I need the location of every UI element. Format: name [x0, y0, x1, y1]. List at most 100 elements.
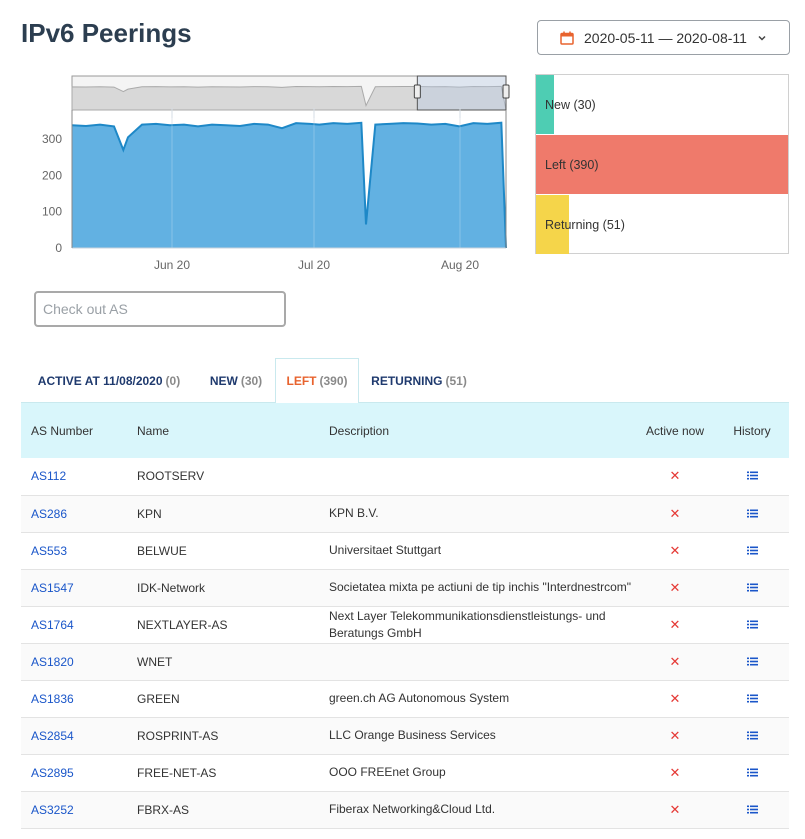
table-row: AS1836 GREEN green.ch AG Autonomous System…: [21, 680, 789, 717]
chevron-down-icon: [758, 35, 766, 41]
as-description: Universitaet Stuttgart: [329, 543, 442, 557]
tab-returning-label: RETURNING: [371, 373, 443, 388]
active-now-cell: ✕: [635, 643, 715, 680]
as-description: LLC Orange Business Services: [329, 728, 496, 742]
as-description: Fiberax Networking&Cloud Ltd.: [329, 802, 496, 816]
history-list-icon[interactable]: [746, 546, 758, 555]
active-now-cell: ✕: [635, 532, 715, 569]
col-as-number[interactable]: AS Number: [31, 423, 94, 438]
legend-returning-swatch: [536, 195, 569, 254]
tab-left-label: LEFT: [286, 374, 317, 388]
history-list-icon[interactable]: [746, 471, 758, 480]
as-number-cell: AS1547: [21, 569, 137, 606]
as-name: ROSPRINT-AS: [137, 728, 219, 743]
area-series-line: [71, 121, 507, 249]
history-cell: [715, 532, 789, 569]
inactive-x-icon: ✕: [669, 764, 681, 780]
history-list-icon[interactable]: [746, 583, 758, 592]
as-name: BELWUE: [137, 543, 187, 558]
table-row: AS286 KPN KPN B.V. ✕: [21, 495, 789, 532]
table-row: AS2895 FREE-NET-AS OOO FREEnet Group ✕: [21, 754, 789, 791]
history-list-icon[interactable]: [746, 694, 758, 703]
as-number-link[interactable]: AS1820: [31, 654, 74, 669]
active-now-cell: ✕: [635, 569, 715, 606]
area-series: [72, 122, 506, 248]
date-range-text: 2020-05-11 — 2020-08-11: [584, 29, 747, 46]
as-number-link[interactable]: AS2854: [31, 728, 74, 743]
as-description: Societatea mixta pe actiuni de tip inchi…: [329, 580, 632, 594]
date-range-picker[interactable]: 2020-05-11 — 2020-08-11: [537, 20, 790, 55]
inactive-x-icon: ✕: [669, 468, 681, 484]
col-active-now[interactable]: Active now: [645, 423, 705, 438]
inactive-x-icon: ✕: [669, 542, 681, 558]
as-number-link[interactable]: AS1764: [31, 617, 74, 632]
tab-active[interactable]: ACTIVE AT 11/08/2020 (0): [21, 358, 197, 403]
as-number-link[interactable]: AS286: [31, 506, 68, 521]
as-description: [329, 458, 635, 495]
col-name[interactable]: Name: [137, 423, 170, 438]
tab-returning[interactable]: RETURNING (51): [359, 358, 479, 403]
tab-returning-count: (51): [445, 373, 467, 388]
inactive-x-icon: ✕: [669, 727, 681, 743]
as-number-cell: AS1764: [21, 606, 137, 643]
table-row: AS1764 NEXTLAYER-AS Next Layer Telekommuni…: [21, 606, 789, 643]
peerings-table: AS Number Name Description Active now Hi…: [21, 403, 789, 829]
as-number-link[interactable]: AS3252: [31, 802, 74, 817]
history-cell: [715, 458, 789, 495]
history-list-icon[interactable]: [746, 768, 758, 777]
col-description[interactable]: Description: [329, 423, 390, 438]
as-number-cell: AS2895: [21, 754, 137, 791]
history-cell: [715, 717, 789, 754]
tab-active-count: (0): [165, 373, 181, 388]
as-number-link[interactable]: AS1547: [31, 580, 74, 595]
as-number-cell: AS112: [21, 458, 137, 495]
as-name: GREEN: [137, 691, 180, 706]
navigator-selection: [416, 75, 507, 111]
tab-left[interactable]: LEFT (390): [275, 358, 359, 404]
legend-returning[interactable]: Returning (51): [536, 195, 788, 254]
as-description: Next Layer Telekommunikationsdienstleist…: [329, 608, 606, 640]
as-name: ROOTSERV: [137, 469, 205, 484]
inactive-x-icon: ✕: [669, 616, 681, 632]
as-name: WNET: [137, 654, 173, 669]
active-now-cell: ✕: [635, 754, 715, 791]
history-list-icon[interactable]: [746, 620, 758, 629]
as-number-cell: AS286: [21, 495, 137, 532]
peering-tabs: ACTIVE AT 11/08/2020 (0) NEW (30) LEFT (390…: [21, 358, 789, 404]
chart-svg: Jun 20 Jul 20 Aug 20 0 100 200 300: [42, 75, 510, 272]
as-number-link[interactable]: AS112: [31, 469, 67, 484]
table-row: AS553 BELWUE Universitaet Stuttgart ✕: [21, 532, 789, 569]
history-list-icon[interactable]: [746, 805, 758, 814]
tab-new[interactable]: NEW (30): [197, 358, 275, 403]
as-name: FREE-NET-AS: [137, 765, 217, 780]
x-tick-label: Aug 20: [441, 258, 479, 272]
y-tick-label: 100: [42, 205, 62, 219]
as-number-link[interactable]: AS553: [31, 543, 68, 558]
history-list-icon[interactable]: [746, 731, 758, 740]
active-now-cell: ✕: [635, 495, 715, 532]
active-now-cell: ✕: [635, 458, 715, 495]
history-list-icon[interactable]: [746, 657, 758, 666]
as-number-cell: AS2854: [21, 717, 137, 754]
tab-new-label: NEW: [209, 373, 238, 388]
table-row: AS1547 IDK-Network Societatea mixta pe act…: [21, 569, 789, 606]
history-cell: [715, 569, 789, 606]
as-number-link[interactable]: AS2895: [31, 765, 74, 780]
legend-left[interactable]: Left (390): [536, 135, 788, 194]
as-number-cell: AS1836: [21, 680, 137, 717]
legend-new[interactable]: New (30): [536, 75, 788, 134]
table-row: AS1820 WNET ✕: [21, 643, 789, 680]
as-number-link[interactable]: AS1836: [31, 691, 74, 706]
table-row: AS3252 FBRX-AS Fiberax Networking&Cloud Lt…: [21, 791, 789, 828]
inactive-x-icon: ✕: [669, 801, 681, 817]
inactive-x-icon: ✕: [669, 579, 681, 595]
as-search-input[interactable]: [34, 291, 286, 327]
history-cell: [715, 495, 789, 532]
legend-new-swatch: [536, 75, 554, 134]
tab-left-count: (390): [319, 374, 348, 388]
history-list-icon[interactable]: [746, 509, 758, 518]
active-now-cell: ✕: [635, 680, 715, 717]
col-history[interactable]: History: [733, 423, 771, 438]
history-cell: [715, 791, 789, 828]
active-now-cell: ✕: [635, 606, 715, 643]
